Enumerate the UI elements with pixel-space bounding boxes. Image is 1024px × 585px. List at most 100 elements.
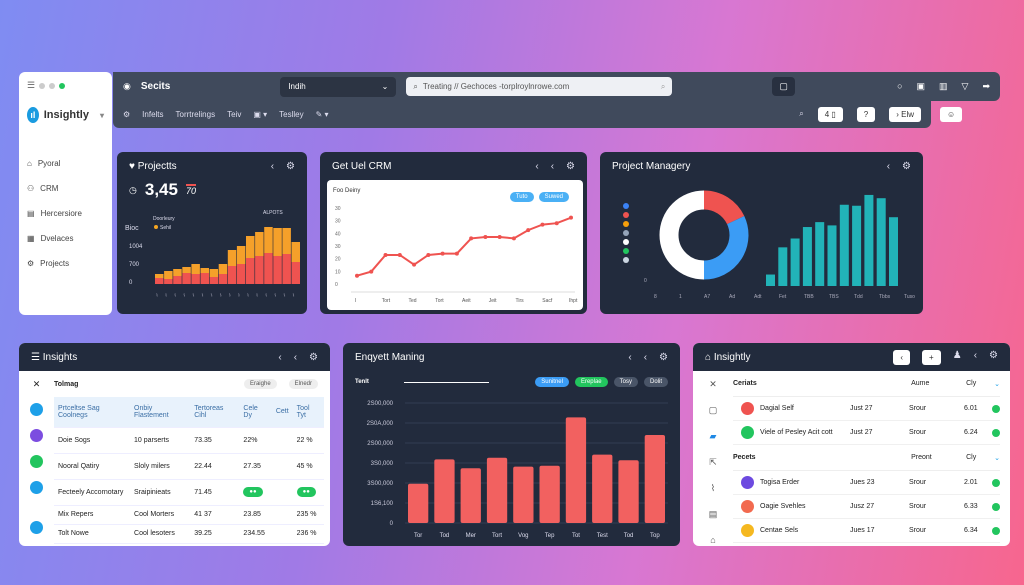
filter-button[interactable]: Eraighe	[238, 379, 283, 389]
chevron-down-icon[interactable]: ⌄	[994, 454, 1000, 462]
back-icon[interactable]: ‹	[293, 351, 298, 363]
group-header[interactable]: Ceriats Aume Cly ⌄	[733, 371, 1000, 397]
column-header: Preont	[911, 454, 932, 461]
search-input[interactable]: ⌕ Treating // Gechoces -torplroylnrowe.co…	[406, 77, 673, 96]
edit-icon[interactable]	[30, 403, 43, 416]
square-button[interactable]: ▢	[772, 77, 795, 96]
edit-dropdown-icon[interactable]: ✎ ▾	[315, 109, 329, 119]
bar-chart-icon[interactable]: ▥	[939, 81, 948, 91]
file-icon[interactable]: ▤	[708, 509, 718, 519]
bar	[876, 198, 886, 286]
column-header[interactable]: Cett	[271, 397, 293, 428]
gear-icon[interactable]: ⚙	[989, 349, 998, 361]
range-slider[interactable]	[403, 381, 490, 383]
square-icon[interactable]: ▢	[708, 405, 718, 415]
users-icon[interactable]: ♟	[952, 349, 962, 361]
save-dropdown-icon[interactable]: ▣ ▾	[253, 109, 268, 119]
gear-icon[interactable]: ⚙	[566, 160, 575, 172]
table-row[interactable]: Fecteely Accornotary Sraipinieats 71.45 ●● ●…	[54, 479, 324, 506]
toolbar-link[interactable]: Teslley	[279, 109, 304, 119]
export-icon[interactable]: ⇱	[709, 457, 717, 467]
gear-icon[interactable]: ⚙	[659, 351, 668, 363]
gear-icon[interactable]: ⚙	[286, 160, 295, 172]
help-button[interactable]: ?	[856, 106, 876, 122]
chevron-down-icon[interactable]: ▾	[99, 110, 104, 120]
toolbar-link[interactable]: Teiv	[227, 109, 242, 119]
column-header[interactable]: Cele Dy	[239, 397, 272, 428]
close-icon[interactable]: ✕	[32, 379, 41, 389]
chevron-down-icon[interactable]: ⌄	[994, 380, 1000, 388]
back-icon[interactable]: ‹	[535, 160, 539, 172]
list-item[interactable]: Oagie Svehles Jusz 27 Srour 6.33	[733, 495, 1000, 519]
profile-button[interactable]: ☺	[940, 107, 963, 122]
chip[interactable]: Tuto	[509, 192, 534, 202]
back-icon[interactable]: ‹	[270, 160, 275, 172]
bar-segment-orange	[191, 264, 200, 274]
back-icon[interactable]: ‹	[550, 160, 555, 172]
chip[interactable]: Tosy	[613, 377, 638, 387]
back-icon[interactable]: ‹	[278, 351, 282, 363]
list-item[interactable]: Centae Sels Jues 17 Srour 6.34	[733, 519, 1000, 543]
table-row[interactable]: Nooral Qatiry Sloly milers 22.44 27.35 45 %	[54, 453, 324, 480]
folder-icon[interactable]: ▰	[709, 431, 717, 441]
table-row[interactable]: Mix Repers Cool Morters 41 37 23.85 235 %	[54, 505, 324, 525]
tag-icon[interactable]	[30, 429, 43, 442]
gear-icon[interactable]: ⚙	[123, 109, 131, 119]
x-tick: ∕∕	[181, 292, 187, 298]
sidebar-item[interactable]: ▦ Dvelaces	[27, 226, 104, 251]
sidebar-item[interactable]: ⌂ Pyoral	[27, 151, 104, 176]
column-header[interactable]: Tool Tyt	[292, 397, 324, 428]
check-icon[interactable]	[30, 455, 43, 468]
search-icon: ⌕	[660, 81, 666, 91]
table-row[interactable]: Tolt Nowe Cool lesoters 39.25 234.55 236 %	[54, 524, 324, 544]
sidebar-item[interactable]: ⚇ CRM	[27, 176, 104, 201]
bar-segment-red	[173, 276, 182, 284]
column-header[interactable]: Tertoreas Cihl	[190, 397, 240, 428]
view-button[interactable]: › Elw	[889, 106, 921, 122]
menu-icon[interactable]: ☰	[27, 80, 36, 90]
back-icon[interactable]: ‹	[628, 351, 632, 363]
gear-icon[interactable]: ⚙	[309, 351, 318, 363]
sort-button[interactable]: Elnedr	[283, 379, 324, 389]
chip[interactable]: Ereplae	[574, 377, 608, 387]
edit-icon[interactable]	[30, 481, 43, 494]
column-header[interactable]: Prtceltse Sag Coolnegs	[54, 397, 131, 428]
list-item[interactable]: Viele of Pesley Acit cott Just 27 Srour 6.2…	[733, 421, 1000, 445]
clipboard-icon[interactable]: ▣	[916, 81, 926, 91]
back-icon[interactable]: ‹	[886, 160, 891, 172]
chip[interactable]: Sunitnel	[535, 377, 569, 387]
app-title: Secits	[140, 81, 171, 92]
list-item[interactable]: Togisa Erder Jues 23 Srour 2.01	[733, 471, 1000, 495]
share-icon[interactable]: ➡	[982, 81, 990, 91]
home-icon[interactable]: ⌂	[710, 535, 716, 545]
group-header[interactable]: Pecets Preont Cly ⌄	[733, 445, 1000, 471]
brand[interactable]: ıl Insightly ▾	[27, 107, 104, 123]
table-row[interactable]: Doie Sogs 10 parserts 73.35 22% 22 %	[54, 427, 324, 454]
search-icon[interactable]: ⌕	[799, 109, 804, 118]
share-icon[interactable]: ‹	[973, 349, 978, 361]
edit-icon[interactable]	[30, 521, 43, 534]
circle-icon[interactable]: ○	[897, 81, 903, 91]
list-item[interactable]: Dagial Self Just 27 Srour 6.01	[733, 397, 1000, 421]
toolbar-link[interactable]: Torrtrelings	[175, 109, 216, 119]
sidebar-item[interactable]: ▤ Hercersiore	[27, 201, 104, 226]
bar-segment-red	[291, 262, 300, 284]
gear-icon[interactable]: ⚙	[902, 160, 911, 172]
filter-icon[interactable]: ▽	[961, 81, 969, 91]
toolbar-link[interactable]: Infelts	[142, 109, 164, 119]
select-value: Indih	[288, 82, 306, 91]
workspace-select[interactable]: Indih ⌄	[280, 76, 397, 97]
chip[interactable]: Suwed	[538, 192, 569, 202]
count-button[interactable]: 4 ▯	[817, 106, 843, 122]
column-header[interactable]: Onbiy Flastement	[130, 397, 191, 428]
sidebar-item[interactable]: ⚙ Projects	[27, 251, 104, 276]
chip[interactable]: Dolit	[643, 377, 668, 387]
x-tick: Tirs	[516, 298, 525, 304]
back-icon[interactable]: ‹	[643, 351, 648, 363]
view-label: Elw	[901, 109, 914, 119]
close-icon[interactable]: ✕	[709, 379, 717, 389]
add-button[interactable]: +	[922, 349, 941, 365]
attach-icon[interactable]: ⌇	[710, 483, 716, 493]
back-button[interactable]: ‹	[893, 349, 911, 365]
bar-segment-red	[182, 273, 191, 284]
